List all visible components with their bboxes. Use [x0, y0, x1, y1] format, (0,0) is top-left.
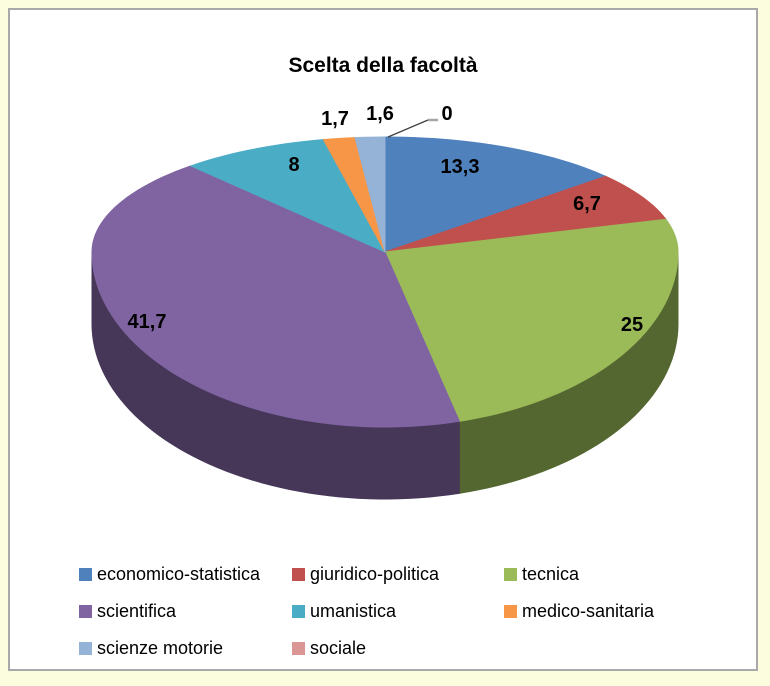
legend-label: scienze motorie — [97, 637, 224, 658]
data-label-scienze motorie[interactable]: 1,6 — [366, 103, 394, 125]
pie-plot: 13,3 6,7 25 41,7 8 1,7 1,6 0 — [91, 103, 679, 500]
legend-marker-economico-statistica — [79, 567, 92, 581]
data-label-medico-sanitaria[interactable]: 1,7 — [321, 108, 349, 130]
chart-title[interactable]: Scelta della facoltà — [288, 54, 478, 77]
pie-slice-economico-statistica[interactable] — [384, 136, 608, 253]
legend-label: umanistica — [310, 600, 397, 621]
pie-slice-scienze motorie[interactable] — [354, 136, 386, 253]
legend-marker-tecnica — [504, 567, 517, 581]
legend-marker-medico-sanitaria — [504, 604, 517, 618]
legend-item-sociale[interactable]: sociale — [292, 637, 504, 659]
legend-item-economico-statistica[interactable]: economico-statistica — [79, 563, 292, 585]
data-label-economico-statistica[interactable]: 13,3 — [441, 156, 480, 178]
legend-label: giuridico-politica — [310, 563, 440, 584]
legend-marker-giuridico-politica — [292, 567, 305, 581]
legend-item-tecnica[interactable]: tecnica — [504, 563, 654, 585]
legend-marker-umanistica — [292, 604, 305, 618]
data-label-scientifica[interactable]: 41,7 — [128, 311, 167, 333]
legend-item-giuridico-politica[interactable]: giuridico-politica — [292, 563, 504, 585]
data-label-sociale[interactable]: 0 — [441, 103, 452, 125]
chart-area: Scelta della facoltà 13,3 6,7 25 41,7 8 1,7 1,… — [8, 8, 758, 671]
legend-item-umanistica[interactable]: umanistica — [292, 600, 504, 622]
legend-label: medico-sanitaria — [522, 600, 655, 621]
legend-item-scientifica[interactable]: scientifica — [79, 600, 292, 622]
pie-slice-scientifica[interactable] — [91, 165, 461, 428]
legend-label: economico-statistica — [97, 563, 261, 584]
legend-item-scienze motorie[interactable]: scienze motorie — [79, 637, 292, 659]
data-label-umanistica[interactable]: 8 — [288, 154, 299, 176]
data-label-tecnica[interactable]: 25 — [621, 314, 643, 336]
pie-slice-umanistica[interactable] — [189, 139, 387, 254]
pie-slice-giuridico-politica[interactable] — [384, 175, 667, 253]
legend-label: tecnica — [522, 563, 580, 584]
leader-line — [387, 119, 429, 138]
data-label-giuridico-politica[interactable]: 6,7 — [573, 193, 601, 215]
pie-slice-tecnica[interactable] — [384, 218, 679, 422]
legend-marker-scienze motorie — [79, 641, 92, 655]
legend-marker-scientifica — [79, 604, 92, 618]
legend-marker-sociale — [292, 641, 305, 655]
legend-label: sociale — [310, 637, 367, 658]
legend-label: scientifica — [97, 600, 177, 621]
legend: economico-statistica giuridico-politica te… — [79, 563, 654, 659]
legend-item-medico-sanitaria[interactable]: medico-sanitaria — [504, 600, 654, 622]
